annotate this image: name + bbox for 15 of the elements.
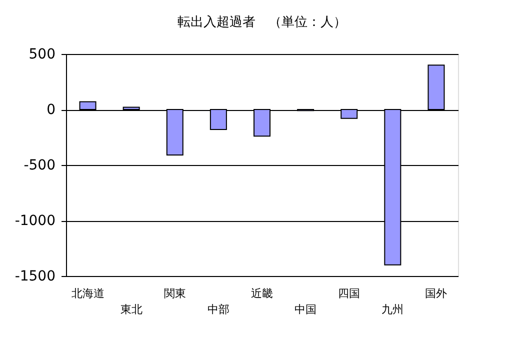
x-tick-label: 北海道 <box>71 287 104 300</box>
x-tick-label: 中国 <box>294 303 317 316</box>
x-tick-label: 国外 <box>425 287 448 300</box>
chart-title: 転出入超過者 （単位：人） <box>178 15 346 30</box>
x-tick-label: 四国 <box>338 287 360 300</box>
y-tick-label: -500 <box>24 158 56 174</box>
x-tick-label: 東北 <box>120 303 142 316</box>
x-tick-label: 九州 <box>382 303 404 316</box>
y-tick-label: 0 <box>46 102 56 118</box>
x-tick-label: 関東 <box>164 287 186 300</box>
y-tick-label: -1000 <box>14 213 56 229</box>
x-tick-label: 近畿 <box>251 287 273 300</box>
y-tick-label: -1500 <box>14 268 56 284</box>
y-tick-label: 500 <box>28 46 56 62</box>
x-tick-label: 中部 <box>207 303 230 316</box>
